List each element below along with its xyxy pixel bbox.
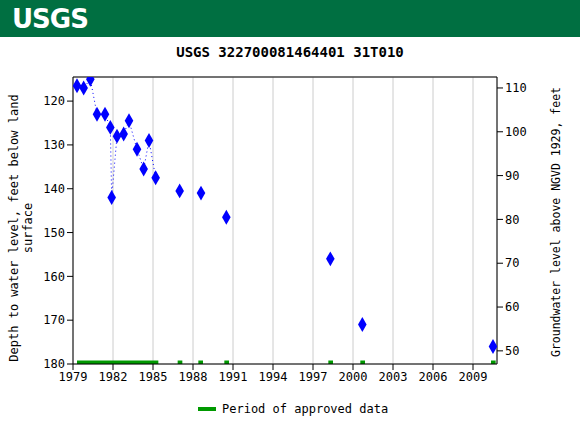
svg-text:2006: 2006	[419, 370, 448, 384]
svg-text:1994: 1994	[259, 370, 288, 384]
svg-text:80: 80	[505, 213, 519, 227]
svg-text:50: 50	[505, 344, 519, 358]
svg-text:130: 130	[43, 138, 65, 152]
svg-text:150: 150	[43, 226, 65, 240]
svg-text:1991: 1991	[219, 370, 248, 384]
svg-text:180: 180	[43, 357, 65, 371]
html-text:Depth to water level, feet bel: Depth to water level, feet below land su…	[7, 94, 35, 362]
svg-text:140: 140	[43, 182, 65, 196]
svg-text:2009: 2009	[459, 370, 488, 384]
svg-text:70: 70	[505, 256, 519, 270]
svg-text:60: 60	[505, 300, 519, 314]
svg-text:1979: 1979	[59, 370, 88, 384]
svg-text:90: 90	[505, 169, 519, 183]
svg-text:2003: 2003	[379, 370, 408, 384]
svg-text:110: 110	[505, 81, 527, 95]
svg-text:100: 100	[505, 125, 527, 139]
svg-text:1985: 1985	[139, 370, 168, 384]
html-text:USGS 322700081464401 31T010: USGS 322700081464401 31T010	[176, 44, 404, 60]
svg-text:170: 170	[43, 313, 65, 327]
html-text:Period of approved data: Period of approved data	[222, 402, 389, 416]
svg-text:160: 160	[43, 270, 65, 284]
svg-text:1982: 1982	[99, 370, 128, 384]
html-text:USGS: USGS	[12, 4, 88, 34]
svg-text:120: 120	[43, 94, 65, 108]
html-text:Groundwater level above NGVD 1: Groundwater level above NGVD 1929, feet	[549, 87, 563, 357]
svg-text:2000: 2000	[339, 370, 368, 384]
svg-text:1997: 1997	[299, 370, 328, 384]
svg-text:1988: 1988	[179, 370, 208, 384]
